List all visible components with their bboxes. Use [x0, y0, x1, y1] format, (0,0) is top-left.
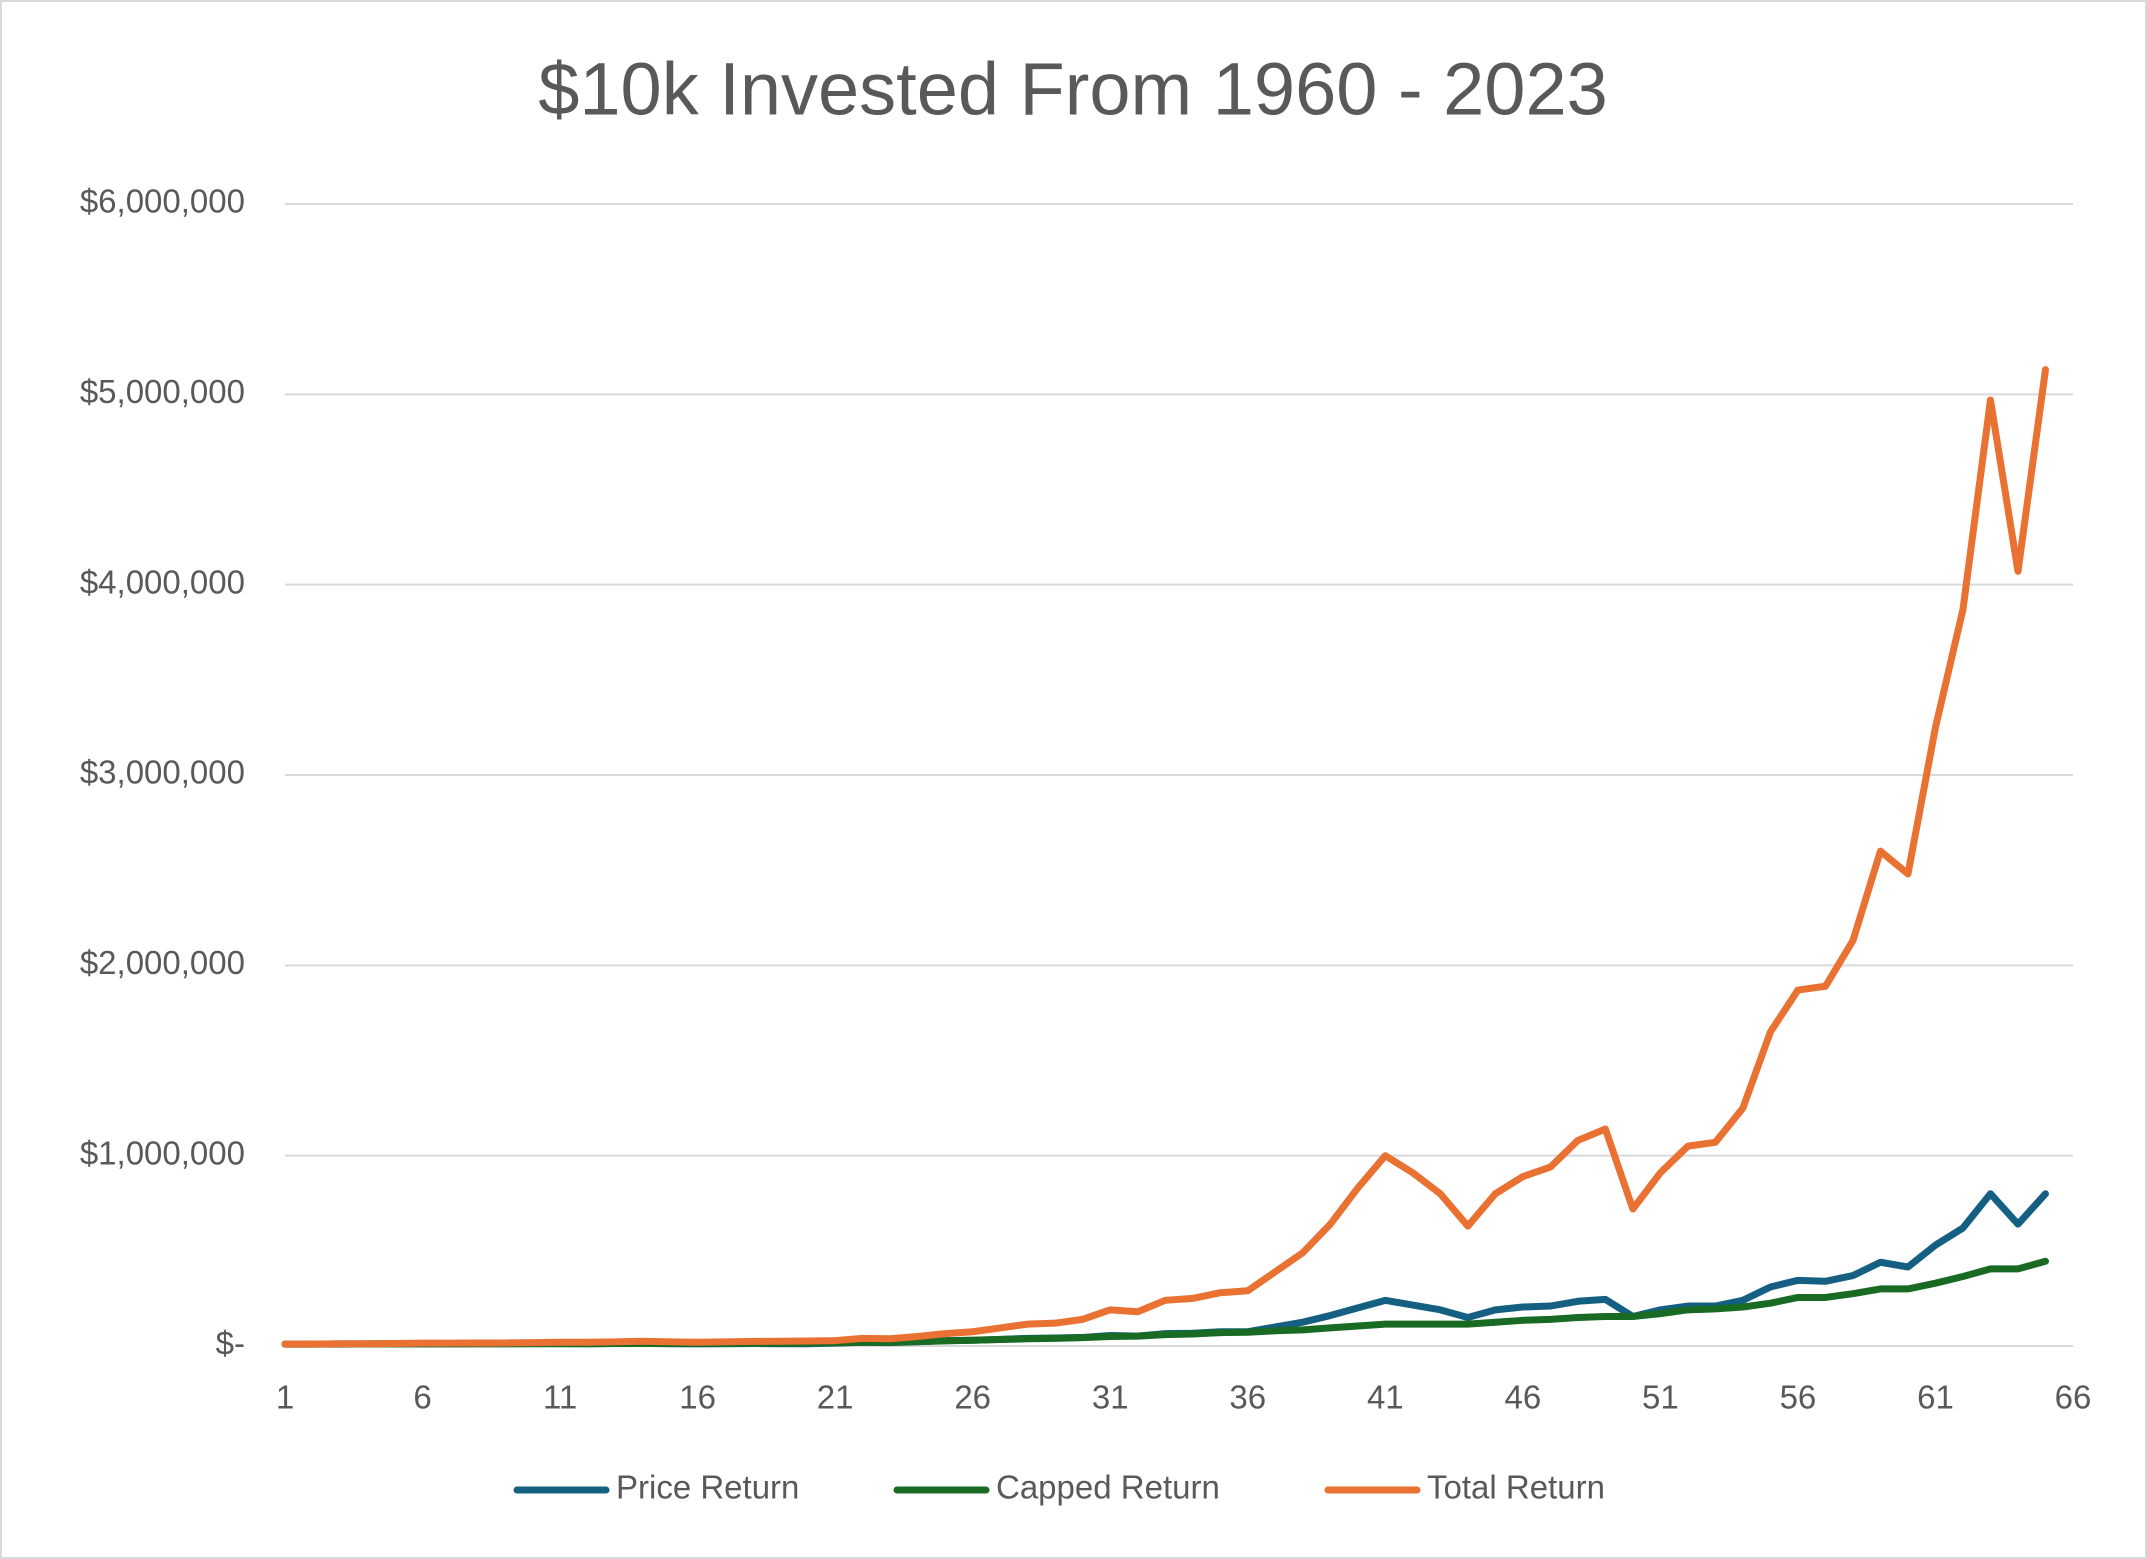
- x-tick-label: 1: [276, 1379, 294, 1416]
- x-tick-label: 66: [2055, 1379, 2092, 1416]
- chart-title: $10k Invested From 1960 - 2023: [538, 48, 1608, 131]
- x-tick-label: 51: [1642, 1379, 1679, 1416]
- x-tick-label: 56: [1780, 1379, 1817, 1416]
- x-tick-label: 6: [413, 1379, 431, 1416]
- x-tick-label: 46: [1504, 1379, 1541, 1416]
- x-tick-label: 36: [1229, 1379, 1266, 1416]
- x-tick-label: 41: [1367, 1379, 1404, 1416]
- y-tick-label: $4,000,000: [80, 563, 245, 600]
- y-tick-label: $6,000,000: [80, 183, 245, 220]
- y-tick-label: $1,000,000: [80, 1134, 245, 1171]
- x-tick-label: 31: [1092, 1379, 1129, 1416]
- x-tick-label: 26: [954, 1379, 991, 1416]
- series-line: [281, 366, 2049, 1348]
- x-tick-label: 21: [817, 1379, 854, 1416]
- x-tick-label: 61: [1917, 1379, 1954, 1416]
- legend-label: Total Return: [1427, 1469, 1605, 1506]
- legend-label: Price Return: [616, 1469, 799, 1506]
- y-tick-label: $5,000,000: [80, 373, 245, 410]
- x-tick-label: 11: [543, 1379, 577, 1416]
- x-tick-label: 16: [679, 1379, 716, 1416]
- y-tick-label: $3,000,000: [80, 754, 245, 791]
- y-tick-label: $2,000,000: [80, 944, 245, 981]
- y-tick-label: $-: [216, 1325, 245, 1362]
- legend-label: Capped Return: [996, 1469, 1220, 1506]
